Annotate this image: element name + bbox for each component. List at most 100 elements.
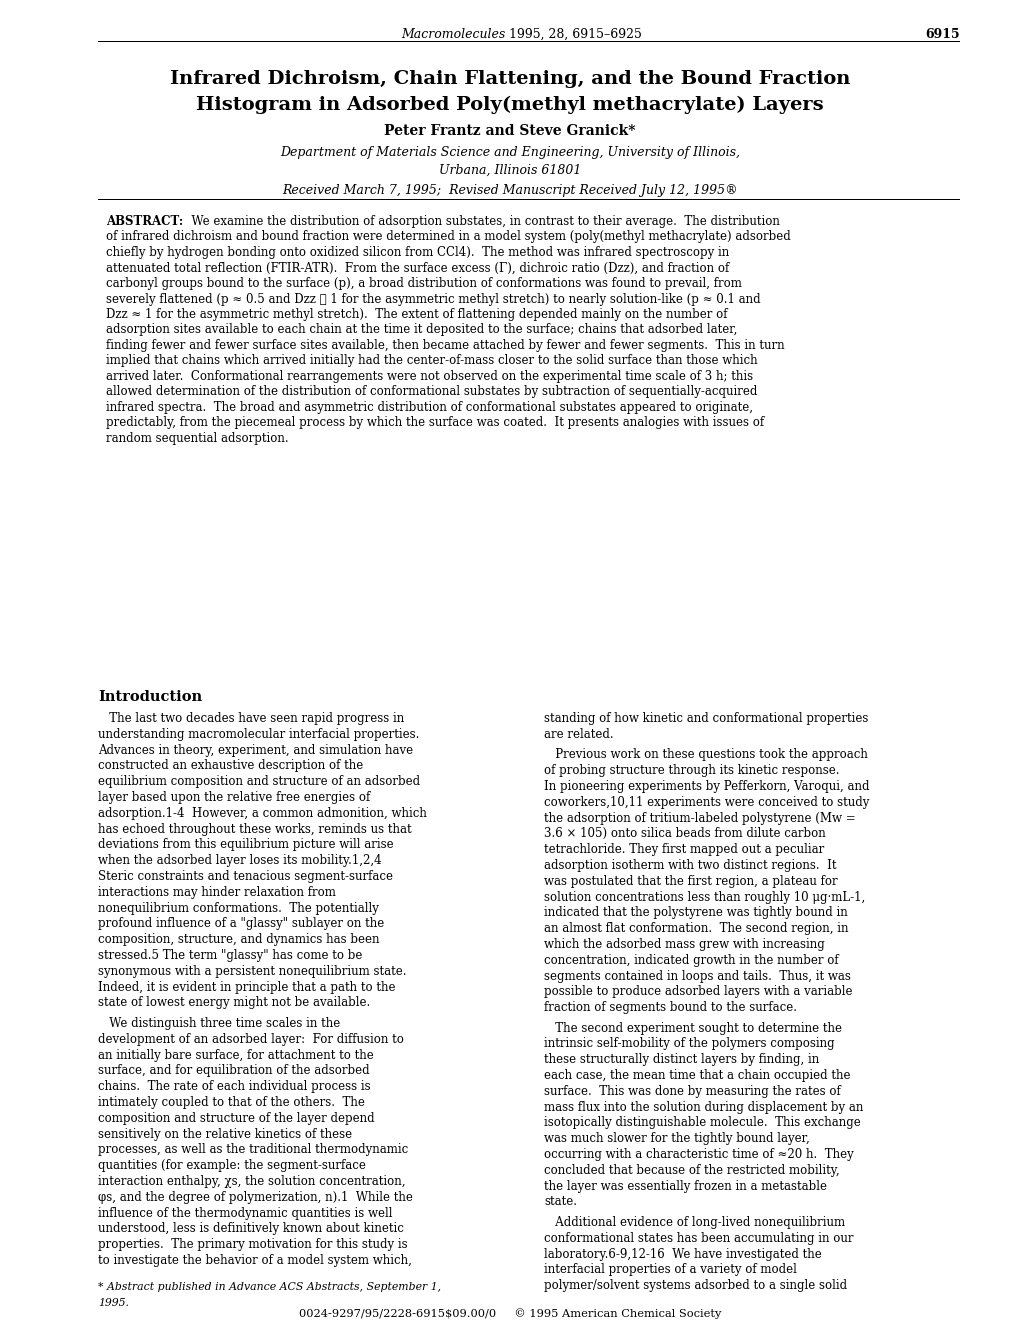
Text: nonequilibrium conformations.  The potentially: nonequilibrium conformations. The potent… bbox=[98, 902, 378, 915]
Text: finding fewer and fewer surface sites available, then became attached by fewer a: finding fewer and fewer surface sites av… bbox=[106, 339, 784, 352]
Text: polymer/solvent systems adsorbed to a single solid: polymer/solvent systems adsorbed to a si… bbox=[543, 1279, 847, 1292]
Text: coworkers,10,11 experiments were conceived to study: coworkers,10,11 experiments were conceiv… bbox=[543, 796, 868, 809]
Text: of probing structure through its kinetic response.: of probing structure through its kinetic… bbox=[543, 764, 839, 777]
Text: the adsorption of tritium-labeled polystyrene (Mw =: the adsorption of tritium-labeled polyst… bbox=[543, 812, 855, 825]
Text: synonymous with a persistent nonequilibrium state.: synonymous with a persistent nonequilibr… bbox=[98, 965, 407, 978]
Text: implied that chains which arrived initially had the center-of-mass closer to the: implied that chains which arrived initia… bbox=[106, 355, 757, 367]
Text: indicated that the polystyrene was tightly bound in: indicated that the polystyrene was tight… bbox=[543, 907, 847, 919]
Text: laboratory.6-9,12-16  We have investigated the: laboratory.6-9,12-16 We have investigate… bbox=[543, 1247, 821, 1261]
Text: segments contained in loops and tails.  Thus, it was: segments contained in loops and tails. T… bbox=[543, 970, 850, 982]
Text: properties.  The primary motivation for this study is: properties. The primary motivation for t… bbox=[98, 1238, 408, 1251]
Text: fraction of segments bound to the surface.: fraction of segments bound to the surfac… bbox=[543, 1001, 796, 1014]
Text: interactions may hinder relaxation from: interactions may hinder relaxation from bbox=[98, 886, 335, 899]
Text: composition and structure of the layer depend: composition and structure of the layer d… bbox=[98, 1111, 374, 1125]
Text: possible to produce adsorbed layers with a variable: possible to produce adsorbed layers with… bbox=[543, 985, 852, 998]
Text: Steric constraints and tenacious segment-surface: Steric constraints and tenacious segment… bbox=[98, 870, 392, 883]
Text: when the adsorbed layer loses its mobility.1,2,4: when the adsorbed layer loses its mobili… bbox=[98, 854, 381, 867]
Text: severely flattened (p ≈ 0.5 and Dzz ≪ 1 for the asymmetric methyl stretch) to ne: severely flattened (p ≈ 0.5 and Dzz ≪ 1 … bbox=[106, 293, 760, 305]
Text: was much slower for the tightly bound layer,: was much slower for the tightly bound la… bbox=[543, 1133, 809, 1146]
Text: * Abstract published in Advance ACS Abstracts, September 1,: * Abstract published in Advance ACS Abst… bbox=[98, 1282, 440, 1292]
Text: 3.6 × 105) onto silica beads from dilute carbon: 3.6 × 105) onto silica beads from dilute… bbox=[543, 828, 825, 841]
Text: influence of the thermodynamic quantities is well: influence of the thermodynamic quantitie… bbox=[98, 1206, 392, 1220]
Text: predictably, from the piecemeal process by which the surface was coated.  It pre: predictably, from the piecemeal process … bbox=[106, 417, 763, 429]
Text: 6915: 6915 bbox=[924, 28, 959, 41]
Text: Peter Frantz and Steve Granick*: Peter Frantz and Steve Granick* bbox=[384, 124, 635, 139]
Text: surface.  This was done by measuring the rates of: surface. This was done by measuring the … bbox=[543, 1085, 840, 1098]
Text: profound influence of a "glassy" sublayer on the: profound influence of a "glassy" sublaye… bbox=[98, 917, 384, 931]
Text: an initially bare surface, for attachment to the: an initially bare surface, for attachmen… bbox=[98, 1048, 373, 1061]
Text: adsorption isotherm with two distinct regions.  It: adsorption isotherm with two distinct re… bbox=[543, 859, 836, 873]
Text: equilibrium composition and structure of an adsorbed: equilibrium composition and structure of… bbox=[98, 775, 420, 788]
Text: processes, as well as the traditional thermodynamic: processes, as well as the traditional th… bbox=[98, 1143, 408, 1156]
Text: are related.: are related. bbox=[543, 727, 613, 741]
Text: state of lowest energy might not be available.: state of lowest energy might not be avai… bbox=[98, 997, 370, 1010]
Text: each case, the mean time that a chain occupied the: each case, the mean time that a chain oc… bbox=[543, 1069, 850, 1082]
Text: understood, less is definitively known about kinetic: understood, less is definitively known a… bbox=[98, 1222, 404, 1236]
Text: interfacial properties of a variety of model: interfacial properties of a variety of m… bbox=[543, 1263, 796, 1276]
Text: carbonyl groups bound to the surface (p), a broad distribution of conformations : carbonyl groups bound to the surface (p)… bbox=[106, 277, 741, 290]
Text: stressed.5 The term "glassy" has come to be: stressed.5 The term "glassy" has come to… bbox=[98, 949, 362, 962]
Text: the layer was essentially frozen in a metastable: the layer was essentially frozen in a me… bbox=[543, 1180, 826, 1193]
Text: Advances in theory, experiment, and simulation have: Advances in theory, experiment, and simu… bbox=[98, 743, 413, 756]
Text: solution concentrations less than roughly 10 μg·mL-1,: solution concentrations less than roughl… bbox=[543, 891, 864, 904]
Text: an almost flat conformation.  The second region, in: an almost flat conformation. The second … bbox=[543, 923, 848, 935]
Text: occurring with a characteristic time of ≈20 h.  They: occurring with a characteristic time of … bbox=[543, 1148, 853, 1162]
Text: deviations from this equilibrium picture will arise: deviations from this equilibrium picture… bbox=[98, 838, 393, 851]
Text: was postulated that the first region, a plateau for: was postulated that the first region, a … bbox=[543, 875, 837, 888]
Text: We distinguish three time scales in the: We distinguish three time scales in the bbox=[98, 1016, 340, 1030]
Text: φs, and the degree of polymerization, n).1  While the: φs, and the degree of polymerization, n)… bbox=[98, 1191, 413, 1204]
Text: 1995, 28, 6915–6925: 1995, 28, 6915–6925 bbox=[504, 28, 641, 41]
Text: mass flux into the solution during displacement by an: mass flux into the solution during displ… bbox=[543, 1101, 862, 1114]
Text: Previous work on these questions took the approach: Previous work on these questions took th… bbox=[543, 748, 867, 762]
Text: adsorption.1-4  However, a common admonition, which: adsorption.1-4 However, a common admonit… bbox=[98, 807, 427, 820]
Text: ABSTRACT:: ABSTRACT: bbox=[106, 215, 183, 228]
Text: constructed an exhaustive description of the: constructed an exhaustive description of… bbox=[98, 759, 363, 772]
Text: sensitively on the relative kinetics of these: sensitively on the relative kinetics of … bbox=[98, 1127, 352, 1140]
Text: Histogram in Adsorbed Poly(methyl methacrylate) Layers: Histogram in Adsorbed Poly(methyl methac… bbox=[196, 96, 823, 115]
Text: concluded that because of the restricted mobility,: concluded that because of the restricted… bbox=[543, 1164, 839, 1177]
Text: standing of how kinetic and conformational properties: standing of how kinetic and conformation… bbox=[543, 711, 867, 725]
Text: tetrachloride. They first mapped out a peculiar: tetrachloride. They first mapped out a p… bbox=[543, 843, 823, 857]
Text: adsorption sites available to each chain at the time it deposited to the surface: adsorption sites available to each chain… bbox=[106, 323, 737, 337]
Text: state.: state. bbox=[543, 1196, 577, 1209]
Text: We examine the distribution of adsorption substates, in contrast to their averag: We examine the distribution of adsorptio… bbox=[183, 215, 780, 228]
Text: Dzz ≈ 1 for the asymmetric methyl stretch).  The extent of flattening depended m: Dzz ≈ 1 for the asymmetric methyl stretc… bbox=[106, 308, 727, 321]
Text: allowed determination of the distribution of conformational substates by subtrac: allowed determination of the distributio… bbox=[106, 385, 757, 399]
Text: Received March 7, 1995;  Revised Manuscript Received July 12, 1995®: Received March 7, 1995; Revised Manuscri… bbox=[282, 183, 737, 197]
Text: concentration, indicated growth in the number of: concentration, indicated growth in the n… bbox=[543, 954, 838, 966]
Text: composition, structure, and dynamics has been: composition, structure, and dynamics has… bbox=[98, 933, 379, 946]
Text: chiefly by hydrogen bonding onto oxidized silicon from CCl4).  The method was in: chiefly by hydrogen bonding onto oxidize… bbox=[106, 246, 729, 259]
Text: conformational states has been accumulating in our: conformational states has been accumulat… bbox=[543, 1232, 853, 1245]
Text: In pioneering experiments by Pefferkorn, Varoqui, and: In pioneering experiments by Pefferkorn,… bbox=[543, 780, 868, 793]
Text: Indeed, it is evident in principle that a path to the: Indeed, it is evident in principle that … bbox=[98, 981, 395, 994]
Text: development of an adsorbed layer:  For diffusion to: development of an adsorbed layer: For di… bbox=[98, 1032, 404, 1045]
Text: The second experiment sought to determine the: The second experiment sought to determin… bbox=[543, 1022, 841, 1035]
Text: Urbana, Illinois 61801: Urbana, Illinois 61801 bbox=[438, 164, 581, 177]
Text: has echoed throughout these works, reminds us that: has echoed throughout these works, remin… bbox=[98, 822, 412, 836]
Text: intrinsic self-mobility of the polymers composing: intrinsic self-mobility of the polymers … bbox=[543, 1038, 834, 1051]
Text: Introduction: Introduction bbox=[98, 690, 202, 704]
Text: chains.  The rate of each individual process is: chains. The rate of each individual proc… bbox=[98, 1080, 370, 1093]
Text: Macromolecules: Macromolecules bbox=[400, 28, 504, 41]
Text: layer based upon the relative free energies of: layer based upon the relative free energ… bbox=[98, 791, 370, 804]
Text: understanding macromolecular interfacial properties.: understanding macromolecular interfacial… bbox=[98, 727, 419, 741]
Text: intimately coupled to that of the others.  The: intimately coupled to that of the others… bbox=[98, 1096, 365, 1109]
Text: attenuated total reflection (FTIR-ATR).  From the surface excess (Γ), dichroic r: attenuated total reflection (FTIR-ATR). … bbox=[106, 261, 729, 275]
Text: infrared spectra.  The broad and asymmetric distribution of conformational subst: infrared spectra. The broad and asymmetr… bbox=[106, 401, 752, 414]
Text: these structurally distinct layers by finding, in: these structurally distinct layers by fi… bbox=[543, 1053, 818, 1067]
Text: interaction enthalpy, χs, the solution concentration,: interaction enthalpy, χs, the solution c… bbox=[98, 1175, 406, 1188]
Text: arrived later.  Conformational rearrangements were not observed on the experimen: arrived later. Conformational rearrangem… bbox=[106, 370, 752, 383]
Text: quantities (for example: the segment-surface: quantities (for example: the segment-sur… bbox=[98, 1159, 366, 1172]
Text: surface, and for equilibration of the adsorbed: surface, and for equilibration of the ad… bbox=[98, 1064, 369, 1077]
Text: which the adsorbed mass grew with increasing: which the adsorbed mass grew with increa… bbox=[543, 939, 824, 950]
Text: The last two decades have seen rapid progress in: The last two decades have seen rapid pro… bbox=[98, 711, 404, 725]
Text: 0024-9297/95/2228-6915$09.00/0     © 1995 American Chemical Society: 0024-9297/95/2228-6915$09.00/0 © 1995 Am… bbox=[299, 1308, 720, 1319]
Text: Infrared Dichroism, Chain Flattening, and the Bound Fraction: Infrared Dichroism, Chain Flattening, an… bbox=[169, 70, 850, 88]
Text: random sequential adsorption.: random sequential adsorption. bbox=[106, 432, 288, 445]
Text: 1995.: 1995. bbox=[98, 1298, 128, 1308]
Text: Additional evidence of long-lived nonequilibrium: Additional evidence of long-lived nonequ… bbox=[543, 1216, 845, 1229]
Text: Department of Materials Science and Engineering, University of Illinois,: Department of Materials Science and Engi… bbox=[280, 147, 739, 158]
Text: to investigate the behavior of a model system which,: to investigate the behavior of a model s… bbox=[98, 1254, 412, 1267]
Text: isotopically distinguishable molecule.  This exchange: isotopically distinguishable molecule. T… bbox=[543, 1117, 860, 1130]
Text: of infrared dichroism and bound fraction were determined in a model system (poly: of infrared dichroism and bound fraction… bbox=[106, 231, 790, 243]
